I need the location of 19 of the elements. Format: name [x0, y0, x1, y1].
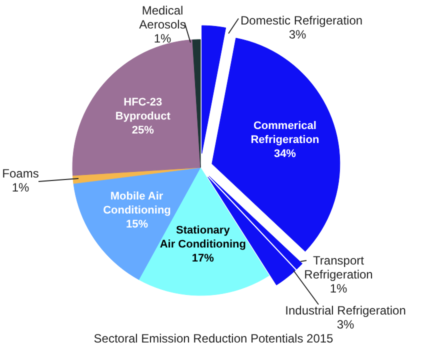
slice-label: Mobile Air Conditioning — [103, 190, 171, 217]
slice-label: Foams — [2, 166, 39, 180]
data-label: 15% — [126, 218, 148, 231]
data-label: 25% — [132, 124, 154, 137]
slice-label: Medical Aerosols — [139, 4, 186, 32]
slice-label: Commerical Refrigeration — [250, 120, 320, 146]
data-label: 34% — [274, 148, 296, 160]
slice-label: Transport Refrigeration — [304, 254, 373, 282]
slice-label: Stationary Air Conditioning — [160, 224, 246, 250]
slice-label: HFC-23 Byproduct — [115, 96, 171, 123]
slice-label: Industrial Refrigeration — [285, 304, 406, 318]
data-label: 1% — [154, 32, 172, 46]
data-label: 3% — [336, 318, 354, 332]
data-label: 17% — [192, 252, 214, 264]
data-label: 3% — [288, 28, 306, 42]
slice-label: Domestic Refrigeration — [240, 14, 363, 28]
data-label: 1% — [330, 282, 348, 296]
data-label: 1% — [12, 180, 30, 194]
text: Sectoral Emission Reduction Potentials 2015 — [94, 332, 334, 346]
